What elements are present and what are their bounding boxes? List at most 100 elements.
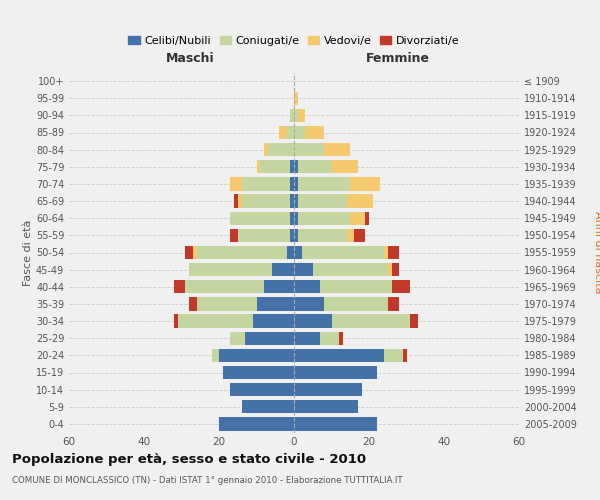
Bar [313,263,388,276]
Bar [223,366,294,379]
Bar [253,314,294,328]
Bar [294,212,298,225]
Bar [298,212,350,225]
Bar [294,297,324,310]
Bar [257,297,294,310]
Bar [212,348,219,362]
Bar [388,297,399,310]
Bar [294,143,324,156]
Bar [331,314,410,328]
Bar [392,280,410,293]
Bar [185,246,193,259]
Bar [324,297,388,310]
Bar [302,246,384,259]
Bar [264,143,268,156]
Text: COMUNE DI MONCLASSICO (TN) - Dati ISTAT 1° gennaio 2010 - Elaborazione TUTTITALI: COMUNE DI MONCLASSICO (TN) - Dati ISTAT … [12,476,403,485]
Bar [298,177,350,190]
Bar [219,348,294,362]
Bar [290,108,294,122]
Bar [365,212,369,225]
Bar [197,246,287,259]
Bar [294,177,298,190]
Bar [294,417,377,430]
Bar [271,263,294,276]
Bar [287,126,294,139]
Y-axis label: Anni di nascita: Anni di nascita [593,211,600,294]
Bar [241,177,290,190]
Bar [241,400,294,413]
Bar [294,280,320,293]
Bar [354,228,365,242]
Bar [384,348,403,362]
Bar [294,194,298,208]
Bar [290,194,294,208]
Bar [185,280,264,293]
Bar [197,297,257,310]
Bar [388,246,399,259]
Bar [189,297,197,310]
Bar [384,246,388,259]
Bar [268,143,294,156]
Bar [324,143,350,156]
Bar [294,160,298,173]
Bar [320,332,339,345]
Bar [298,194,347,208]
Bar [294,126,305,139]
Bar [290,177,294,190]
Bar [298,108,305,122]
Bar [294,332,320,345]
Bar [260,160,290,173]
Bar [347,194,373,208]
Bar [350,212,365,225]
Bar [287,246,294,259]
Bar [294,246,302,259]
Legend: Celibi/Nubili, Coniugati/e, Vedovi/e, Divorziati/e: Celibi/Nubili, Coniugati/e, Vedovi/e, Di… [124,32,464,50]
Bar [294,228,298,242]
Bar [350,177,380,190]
Bar [230,332,245,345]
Bar [290,160,294,173]
Bar [238,228,290,242]
Bar [238,194,241,208]
Bar [230,228,238,242]
Text: Popolazione per età, sesso e stato civile - 2010: Popolazione per età, sesso e stato civil… [12,452,366,466]
Bar [230,177,241,190]
Bar [234,194,238,208]
Bar [331,160,358,173]
Bar [388,263,392,276]
Bar [298,160,331,173]
Bar [347,228,354,242]
Bar [298,228,347,242]
Bar [174,280,185,293]
Bar [294,348,384,362]
Text: Maschi: Maschi [166,52,215,66]
Bar [193,246,197,259]
Bar [403,348,407,362]
Bar [279,126,287,139]
Bar [178,314,253,328]
Bar [294,400,358,413]
Bar [189,263,271,276]
Bar [257,160,260,173]
Bar [290,212,294,225]
Bar [294,314,331,328]
Bar [294,108,298,122]
Bar [392,263,399,276]
Bar [294,92,298,105]
Bar [294,366,377,379]
Bar [294,263,313,276]
Bar [245,332,294,345]
Bar [290,228,294,242]
Bar [305,126,324,139]
Bar [230,212,290,225]
Bar [320,280,392,293]
Bar [294,383,361,396]
Bar [339,332,343,345]
Bar [241,194,290,208]
Bar [174,314,178,328]
Y-axis label: Fasce di età: Fasce di età [23,220,33,286]
Text: Femmine: Femmine [365,52,430,66]
Bar [230,383,294,396]
Bar [264,280,294,293]
Bar [219,417,294,430]
